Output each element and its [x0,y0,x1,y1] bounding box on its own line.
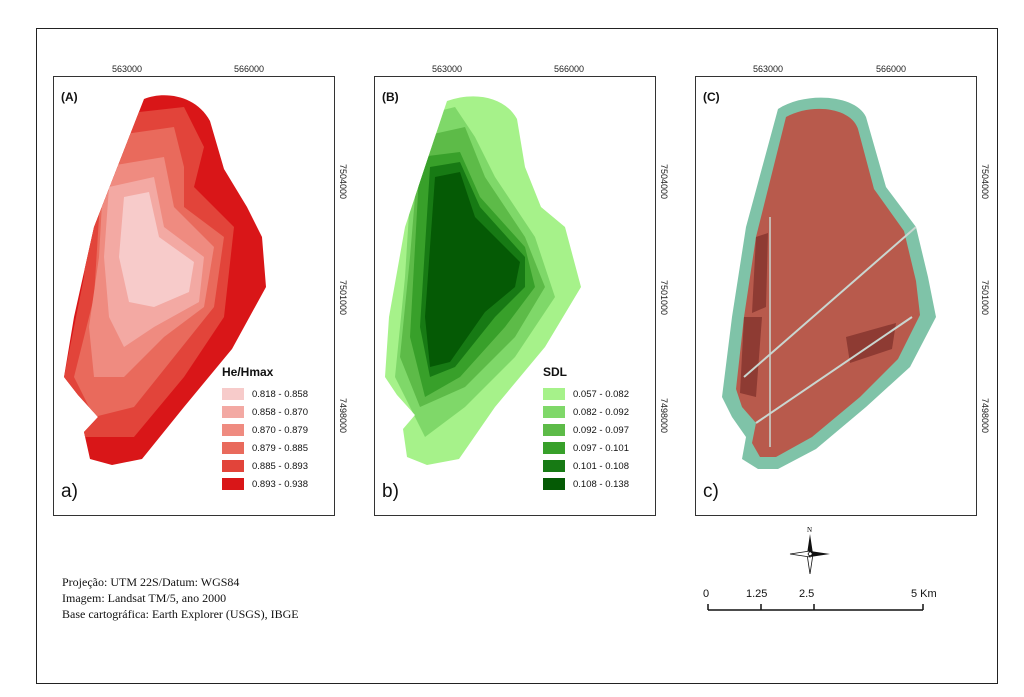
scale-label: 5 Km [911,588,937,600]
y-tick-label: 7504000 [338,164,348,200]
legend-swatch [222,424,244,436]
legend-swatch [222,388,244,400]
y-tick-label: 7504000 [659,164,669,200]
legend-title: He/Hmax [222,365,274,379]
legend-item: 0.879 - 0.885 [222,439,308,457]
y-tick-label: 7498000 [659,398,669,434]
legend-label: 0.057 - 0.082 [573,388,629,400]
legend-swatch [543,460,565,472]
legend-label: 0.108 - 0.138 [573,478,629,490]
legend: He/Hmax 0.818 - 0.858 0.858 - 0.870 0.870 … [222,365,308,493]
legend-label: 0.818 - 0.858 [252,388,308,400]
y-tick-label: 7501000 [659,280,669,316]
legend-label: 0.858 - 0.870 [252,406,308,418]
he-hmax-map [64,95,266,465]
y-tick-label: 7498000 [338,398,348,434]
projection-text: Projeção: UTM 22S/Datum: WGS84 [62,575,240,589]
legend-label: 0.082 - 0.092 [573,406,629,418]
legend-swatch [543,478,565,490]
figure-frame [36,28,998,684]
panel-tag: (B) [382,90,399,104]
y-tick-label: 7501000 [338,280,348,316]
legend-swatch [543,442,565,454]
legend-label: 0.870 - 0.879 [252,424,308,436]
map-panel-b: (B) SDL 0.057 - 0.082 0.082 - 0.092 0.092 … [374,76,656,516]
x-tick-label: 563000 [112,64,143,74]
legend-item: 0.097 - 0.101 [543,439,629,457]
legend-label: 0.097 - 0.101 [573,442,629,454]
panel-tag: (A) [61,90,78,104]
legend-item: 0.818 - 0.858 [222,385,308,403]
scale-bar: 0 1.25 2.5 5 Km [698,588,958,628]
legend-label: 0.879 - 0.885 [252,442,308,454]
legend-swatch [543,388,565,400]
y-tick-label: 7498000 [980,398,990,434]
legend-item: 0.108 - 0.138 [543,475,629,493]
image-source-text: Imagem: Landsat TM/5, ano 2000 [62,591,227,605]
legend-swatch [222,460,244,472]
legend-item: 0.082 - 0.092 [543,403,629,421]
legend-item: 0.893 - 0.938 [222,475,308,493]
legend-item: 0.870 - 0.879 [222,421,308,439]
legend-label: 0.101 - 0.108 [573,460,629,472]
legend: SDL 0.057 - 0.082 0.082 - 0.092 0.092 - 0.… [543,365,629,493]
cartographic-base-text: Base cartográfica: Earth Explorer (USGS)… [62,607,299,621]
x-tick-label: 566000 [234,64,265,74]
scale-label: 2.5 [799,588,815,600]
north-arrow: N [788,524,832,579]
sdl-map [385,96,581,465]
legend-item: 0.885 - 0.893 [222,457,308,475]
map-panel-c: (C) c) [695,76,977,516]
legend-swatch [543,424,565,436]
map-panel-a: (A) He/Hmax 0.818 - 0.858 0.858 - 0.870 0.… [53,76,335,516]
scale-bar-graphic [707,604,924,611]
y-tick-label: 7504000 [980,164,990,200]
panel-letter: c) [703,481,719,502]
north-label: N [807,526,812,534]
x-tick-label: 563000 [753,64,784,74]
legend-label: 0.885 - 0.893 [252,460,308,472]
legend-swatch [222,406,244,418]
x-tick-label: 566000 [554,64,585,74]
compass-rose-icon: N [789,526,830,575]
legend-item: 0.092 - 0.097 [543,421,629,439]
x-tick-label: 563000 [432,64,463,74]
legend-item: 0.858 - 0.870 [222,403,308,421]
panel-letter: b) [382,481,399,502]
legend-swatch [543,406,565,418]
y-tick-label: 7501000 [980,280,990,316]
legend-swatch [222,442,244,454]
panel-tag: (C) [703,90,720,104]
legend-item: 0.101 - 0.108 [543,457,629,475]
x-tick-label: 566000 [876,64,907,74]
map-credits: Projeção: UTM 22S/Datum: WGS84 Imagem: L… [62,574,299,622]
legend-title: SDL [543,365,567,379]
scale-label: 0 [703,588,710,600]
legend-label: 0.893 - 0.938 [252,478,308,490]
legend-item: 0.057 - 0.082 [543,385,629,403]
landsat-image [722,97,936,469]
scale-label: 1.25 [746,588,768,600]
legend-label: 0.092 - 0.097 [573,424,629,436]
panel-letter: a) [61,481,78,502]
legend-swatch [222,478,244,490]
